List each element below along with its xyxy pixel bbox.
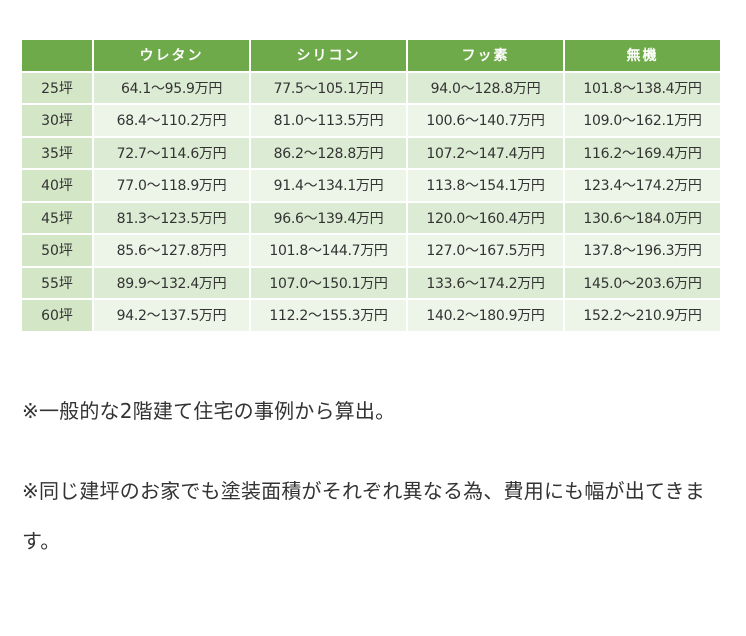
price-cell: 116.2〜169.4万円 [565, 137, 720, 168]
price-cell: 101.8〜144.7万円 [251, 235, 406, 266]
price-cell: 96.6〜139.4万円 [251, 202, 406, 233]
table-row: 35坪 72.7〜114.6万円 86.2〜128.8万円 107.2〜147.… [22, 137, 720, 168]
price-cell: 85.6〜127.8万円 [94, 235, 249, 266]
price-cell: 130.6〜184.0万円 [565, 202, 720, 233]
price-cell: 152.2〜210.9万円 [565, 300, 720, 331]
price-cell: 72.7〜114.6万円 [94, 137, 249, 168]
table-row: 60坪 94.2〜137.5万円 112.2〜155.3万円 140.2〜180… [22, 300, 720, 331]
row-size-label: 40坪 [22, 170, 92, 201]
row-size-label: 45坪 [22, 202, 92, 233]
price-cell: 68.4〜110.2万円 [94, 105, 249, 136]
price-cell: 140.2〜180.9万円 [408, 300, 563, 331]
price-cell: 112.2〜155.3万円 [251, 300, 406, 331]
price-cell: 123.4〜174.2万円 [565, 170, 720, 201]
table-row: 30坪 68.4〜110.2万円 81.0〜113.5万円 100.6〜140.… [22, 105, 720, 136]
table-row: 50坪 85.6〜127.8万円 101.8〜144.7万円 127.0〜167… [22, 235, 720, 266]
price-cell: 127.0〜167.5万円 [408, 235, 563, 266]
price-cell: 120.0〜160.4万円 [408, 202, 563, 233]
price-cell: 77.5〜105.1万円 [251, 72, 406, 103]
price-cell: 113.8〜154.1万円 [408, 170, 563, 201]
table-header-row: ウレタン シリコン フッ素 無機 [22, 40, 720, 71]
header-inorganic: 無機 [565, 40, 720, 71]
header-silicone: シリコン [251, 40, 406, 71]
price-cell: 89.9〜132.4万円 [94, 267, 249, 298]
table-row: 55坪 89.9〜132.4万円 107.0〜150.1万円 133.6〜174… [22, 267, 720, 298]
price-cell: 100.6〜140.7万円 [408, 105, 563, 136]
table-row: 25坪 64.1〜95.9万円 77.5〜105.1万円 94.0〜128.8万… [22, 72, 720, 103]
price-cell: 91.4〜134.1万円 [251, 170, 406, 201]
row-size-label: 60坪 [22, 300, 92, 331]
row-size-label: 25坪 [22, 72, 92, 103]
price-cell: 81.0〜113.5万円 [251, 105, 406, 136]
price-cell: 145.0〜203.6万円 [565, 267, 720, 298]
price-cell: 77.0〜118.9万円 [94, 170, 249, 201]
price-cell: 81.3〜123.5万円 [94, 202, 249, 233]
table-row: 45坪 81.3〜123.5万円 96.6〜139.4万円 120.0〜160.… [22, 202, 720, 233]
header-fluorine: フッ素 [408, 40, 563, 71]
price-cell: 107.0〜150.1万円 [251, 267, 406, 298]
row-size-label: 35坪 [22, 137, 92, 168]
price-cell: 101.8〜138.4万円 [565, 72, 720, 103]
table-row: 40坪 77.0〜118.9万円 91.4〜134.1万円 113.8〜154.… [22, 170, 720, 201]
price-table: ウレタン シリコン フッ素 無機 25坪 64.1〜95.9万円 77.5〜10… [20, 38, 722, 333]
footnote-calculation-basis: ※一般的な2階建て住宅の事例から算出。 [22, 399, 396, 423]
price-cell: 109.0〜162.1万円 [565, 105, 720, 136]
price-cell: 64.1〜95.9万円 [94, 72, 249, 103]
price-cell: 133.6〜174.2万円 [408, 267, 563, 298]
price-cell: 94.0〜128.8万円 [408, 72, 563, 103]
price-cell: 107.2〜147.4万円 [408, 137, 563, 168]
row-size-label: 55坪 [22, 267, 92, 298]
price-cell: 86.2〜128.8万円 [251, 137, 406, 168]
header-corner-cell [22, 40, 92, 71]
row-size-label: 30坪 [22, 105, 92, 136]
price-cell: 94.2〜137.5万円 [94, 300, 249, 331]
row-size-label: 50坪 [22, 235, 92, 266]
footnote-cost-variation: ※同じ建坪のお家でも塗装面積がそれぞれ異なる為、費用にも幅が出てきます。 [22, 479, 705, 553]
header-urethane: ウレタン [94, 40, 249, 71]
price-cell: 137.8〜196.3万円 [565, 235, 720, 266]
